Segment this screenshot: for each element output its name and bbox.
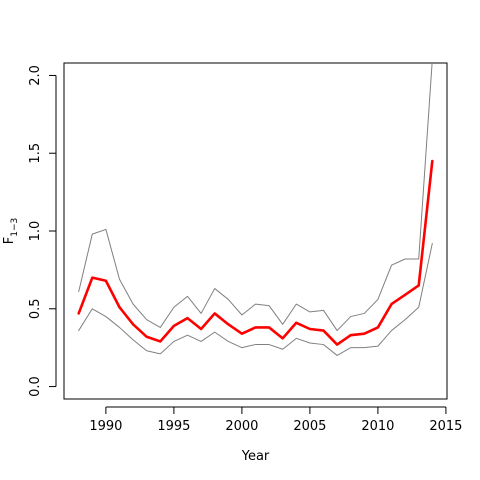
x-tick-label: 1990: [89, 419, 122, 434]
y-axis-title: F1−3: [2, 218, 20, 244]
x-tick-label: 2010: [361, 419, 394, 434]
x-tick-label: 2015: [429, 419, 462, 434]
y-tick-label: 0.0: [28, 376, 43, 397]
x-axis: 1990 1995 2000 2005 2010 2015: [89, 406, 462, 434]
x-axis-title: Year: [241, 449, 270, 464]
plot-area: [63, 62, 448, 400]
x-tick-label: 1995: [157, 419, 190, 434]
y-tick-label: 1.5: [28, 143, 43, 164]
y-axis-title-subscript: 1−3: [10, 218, 20, 237]
y-tick-label: 0.5: [28, 298, 43, 319]
series-line-lower-bound: [78, 242, 433, 356]
y-axis-title-main: F: [2, 237, 17, 244]
series-line-estimate: [77, 159, 434, 346]
y-tick-label: 1.0: [28, 221, 43, 242]
y-axis: 0.0 0.5 1.0 1.5 2.0: [28, 65, 57, 397]
series-line-upper-bound: [78, 63, 433, 332]
series-layer: [77, 63, 434, 356]
x-tick-label: 2005: [293, 419, 326, 434]
y-tick-label: 2.0: [28, 65, 43, 86]
plot-border: [63, 62, 448, 400]
x-tick-label: 2000: [225, 419, 258, 434]
